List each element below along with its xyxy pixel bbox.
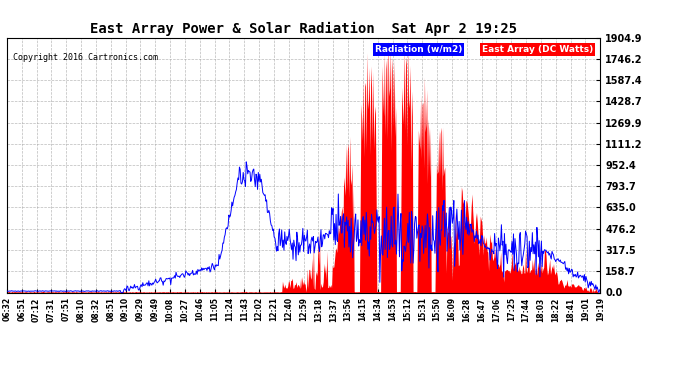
Text: Radiation (w/m2): Radiation (w/m2) [375,45,462,54]
Text: Copyright 2016 Cartronics.com: Copyright 2016 Cartronics.com [13,53,158,62]
Title: East Array Power & Solar Radiation  Sat Apr 2 19:25: East Array Power & Solar Radiation Sat A… [90,22,518,36]
Text: East Array (DC Watts): East Array (DC Watts) [482,45,593,54]
